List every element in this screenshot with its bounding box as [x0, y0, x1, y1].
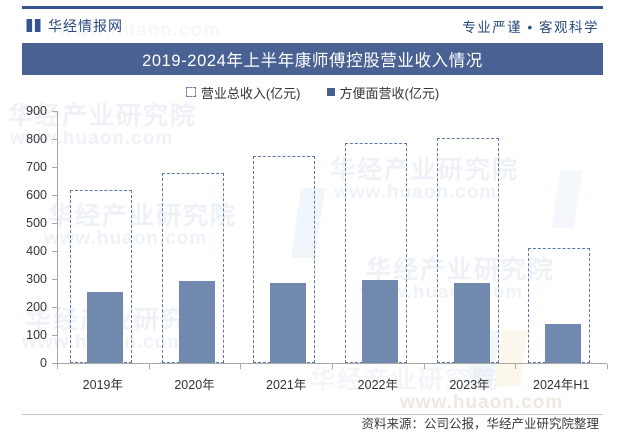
y-axis-tick [52, 335, 57, 336]
y-axis-label: 100 [26, 328, 47, 342]
legend-item-total-revenue: 营业总收入(亿元) [185, 83, 301, 102]
chart-title-band: 2019-2024年上半年康师傅控股营业收入情况 [22, 43, 603, 75]
y-axis-tick [52, 111, 57, 112]
y-axis-label: 500 [26, 216, 47, 230]
top-accent-rule [22, 6, 603, 9]
x-axis [57, 363, 607, 364]
source-note: 资料来源：公司公报，华经产业研究院整理 [361, 417, 599, 431]
watermark-url: www.huaon.com [400, 392, 564, 413]
y-axis-tick [52, 279, 57, 280]
y-axis-label: 700 [26, 160, 47, 174]
legend-label-total-revenue: 营业总收入(亿元) [200, 85, 301, 101]
page-title: 2019-2024年上半年康师傅控股营业收入情况 [142, 52, 483, 70]
x-axis-label: 2024年H1 [533, 378, 590, 392]
x-axis-tick [424, 364, 425, 369]
page-header: 华经情报网 专业严谨 • 客观科学 [0, 9, 625, 42]
y-axis-tick [52, 167, 57, 168]
y-axis-tick [52, 307, 57, 308]
y-axis-tick [52, 363, 57, 364]
header-slogan: 专业严谨 • 客观科学 [462, 19, 599, 35]
y-axis-label: 0 [40, 356, 47, 370]
x-axis-tick [332, 364, 333, 369]
legend-item-noodle-revenue: 方便面营收(亿元) [326, 83, 440, 102]
y-axis-label: 800 [26, 132, 47, 146]
bar-noodle-revenue [270, 283, 307, 363]
y-axis-label: 600 [26, 188, 47, 202]
x-axis-label: 2021年 [266, 378, 307, 392]
x-axis-tick [57, 364, 58, 369]
x-axis-tick [149, 364, 150, 369]
y-axis-tick [52, 251, 57, 252]
x-axis-label: 2019年 [82, 378, 123, 392]
x-axis-label: 2022年 [357, 378, 398, 392]
y-axis-tick [52, 195, 57, 196]
brand-name: 华经情报网 [48, 17, 123, 34]
book-icon [26, 18, 41, 33]
bar-noodle-revenue [545, 324, 582, 363]
chart-area: 营业总收入(亿元) 方便面营收(亿元) 0 100 200 300 400 500 600 7… [0, 78, 625, 392]
x-axis-label: 2023年 [449, 378, 490, 392]
y-axis-label: 900 [26, 104, 47, 118]
footer-divider [22, 414, 603, 415]
bar-noodle-revenue [86, 292, 123, 363]
legend-swatch-outline-icon [185, 87, 196, 97]
x-axis-tick [515, 364, 516, 369]
bar-noodle-revenue [361, 279, 398, 363]
bar-noodle-revenue [453, 282, 490, 363]
y-axis-label: 200 [26, 300, 47, 314]
y-axis-tick [52, 139, 57, 140]
y-axis [57, 111, 58, 363]
x-axis-label: 2020年 [174, 378, 215, 392]
x-axis-tick [607, 364, 608, 369]
y-axis-label: 400 [26, 244, 47, 258]
legend-label-noodle-revenue: 方便面营收(亿元) [339, 85, 440, 101]
brand: 华经情报网 [26, 16, 123, 36]
plot-grid: 0 100 200 300 400 500 600 700 800 900 2019年 2020年 20… [0, 78, 625, 392]
chart-legend: 营业总收入(亿元) 方便面营收(亿元) [0, 81, 625, 103]
y-axis-label: 300 [26, 272, 47, 286]
x-axis-tick [240, 364, 241, 369]
y-axis-tick [52, 223, 57, 224]
legend-swatch-solid-icon [326, 88, 335, 96]
bar-noodle-revenue [178, 280, 215, 363]
